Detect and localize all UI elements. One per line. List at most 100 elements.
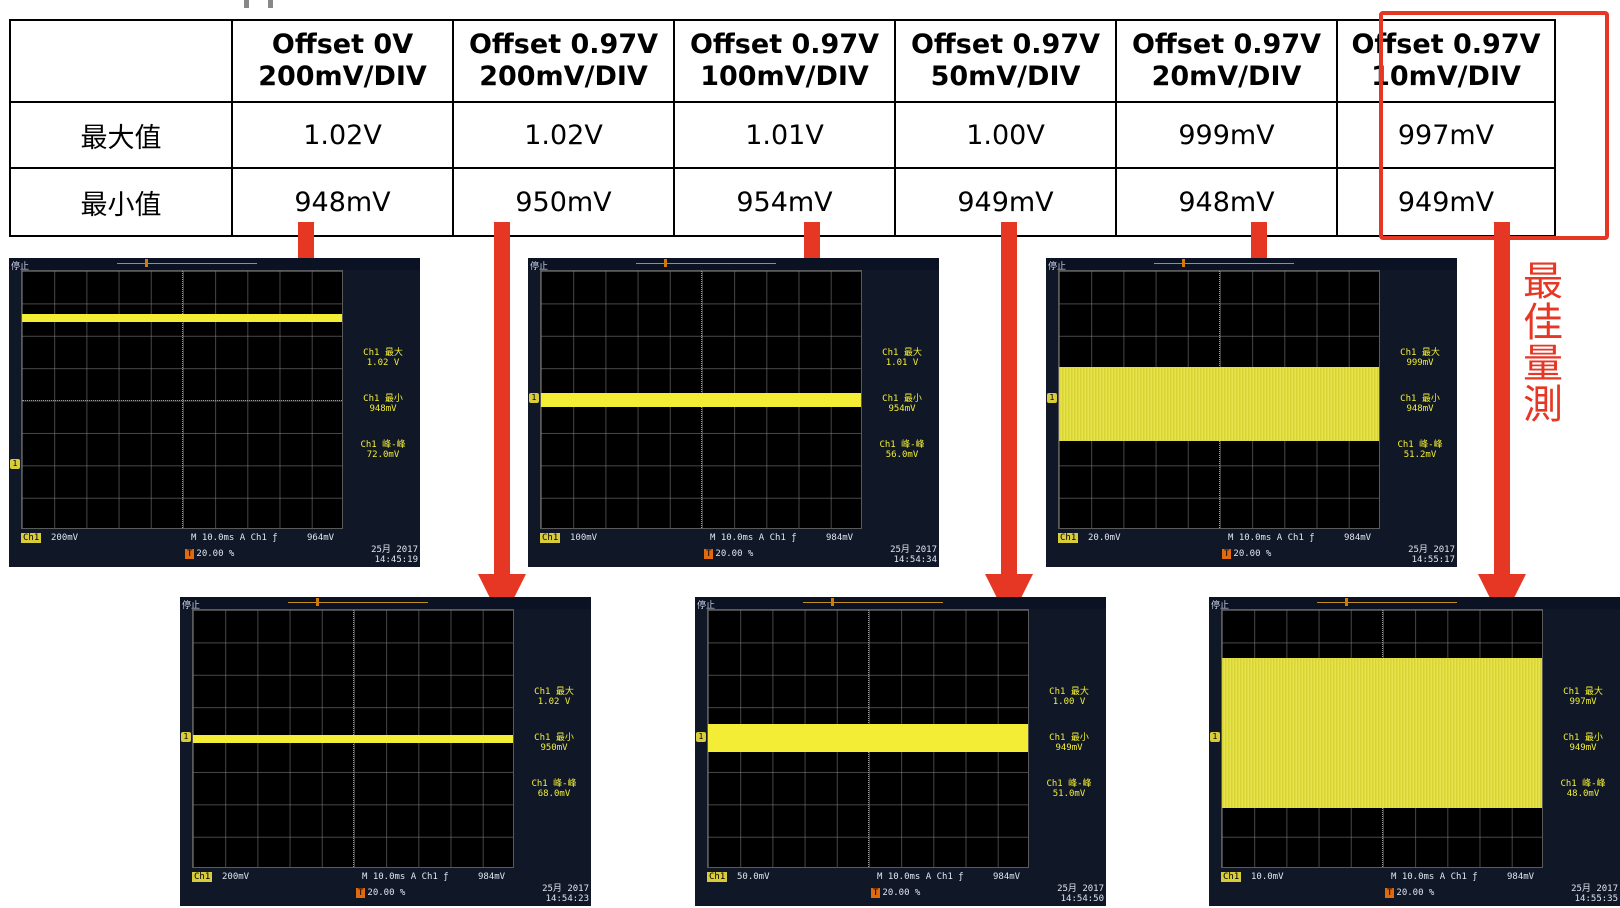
trigger-position: 20.00 % — [196, 549, 235, 559]
timebase-readout: M 10.0ms A Ch1 ƒ — [1228, 533, 1315, 543]
table-cell: 1.02V — [231, 101, 454, 169]
header-scale: 100mV/DIV — [700, 61, 869, 92]
scope-graticule — [540, 270, 862, 529]
volts-per-div: 20.0mV — [1088, 533, 1121, 543]
timebase-readout: M 10.0ms A Ch1 ƒ — [1391, 872, 1478, 882]
waveform-trace — [1059, 367, 1379, 441]
measure-pp-label: Ch1 峰-峰 — [1560, 779, 1606, 789]
capture-time: 14:45:19 — [374, 555, 418, 565]
channel-level-marker-icon: 1 — [1047, 393, 1057, 403]
header-offset: Offset 0.97V — [910, 29, 1101, 60]
measure-min-value: 950mV — [540, 743, 568, 753]
measure-min-value: 949mV — [1569, 743, 1597, 753]
table-cell: 949mV — [894, 167, 1117, 237]
channel-tag: Ch1 — [1221, 872, 1242, 882]
arrow-down-icon — [979, 222, 1039, 622]
measure-max-label: Ch1 最大 — [1563, 687, 1603, 697]
measure-min-label: Ch1 最小 — [363, 394, 403, 404]
table-header-row: Offset 0V 200mV/DIV Offset 0.97V 200mV/DIV… — [9, 19, 1556, 103]
trigger-level: 984mV — [478, 872, 506, 882]
table-cell: 949mV — [1336, 167, 1556, 237]
scope-graticule — [707, 609, 1029, 868]
column-header: Offset 0.97V 50mV/DIV — [894, 19, 1117, 103]
channel-tag: Ch1 — [21, 533, 42, 543]
header-offset: Offset 0.97V — [1131, 29, 1322, 60]
measure-pp-label: Ch1 峰-峰 — [1397, 440, 1443, 450]
measure-pp-value: 51.0mV — [1052, 789, 1086, 799]
trigger-position: 20.00 % — [1396, 888, 1435, 898]
stop-status: 停止 — [530, 262, 549, 272]
volts-per-div: 200mV — [222, 872, 250, 882]
table-cell: 950mV — [452, 167, 675, 237]
header-scale: 10mV/DIV — [1371, 61, 1521, 92]
measure-max-value: 997mV — [1569, 697, 1597, 707]
waveform-trace — [193, 735, 513, 743]
measure-max-label: Ch1 最大 — [1400, 348, 1440, 358]
measure-pp-label: Ch1 峰-峰 — [531, 779, 577, 789]
scope-graticule — [1058, 270, 1380, 529]
header-scale: 20mV/DIV — [1151, 61, 1302, 92]
table-cell: 1.00V — [894, 101, 1117, 169]
comparison-table: Offset 0V 200mV/DIV Offset 0.97V 200mV/DIV… — [9, 19, 1556, 237]
measure-min-value: 954mV — [888, 404, 916, 414]
channel-level-marker-icon: 1 — [696, 732, 706, 742]
measure-max-value: 1.00 V — [1052, 697, 1086, 707]
header-offset: Offset 0.97V — [689, 29, 880, 60]
capture-date: 25月 2017 — [371, 545, 418, 555]
measure-min-label: Ch1 最小 — [1563, 733, 1603, 743]
measure-pp-value: 72.0mV — [366, 450, 400, 460]
measure-min-label: Ch1 最小 — [1400, 394, 1440, 404]
arrow-down-icon — [472, 222, 532, 622]
table-cell: 954mV — [673, 167, 896, 237]
measure-pp-value: 56.0mV — [885, 450, 919, 460]
trigger-level: 984mV — [1507, 872, 1535, 882]
waveform-trace — [1222, 658, 1542, 808]
column-header: Offset 0.97V 100mV/DIV — [673, 19, 896, 103]
waveform-trace — [708, 724, 1028, 752]
measure-min-value: 948mV — [369, 404, 397, 414]
capture-time: 14:55:17 — [1411, 555, 1455, 565]
best-measurement-highlight — [1379, 11, 1609, 240]
stop-status: 停止 — [11, 262, 30, 272]
trigger-position: 20.00 % — [1233, 549, 1272, 559]
trigger-position: 20.00 % — [882, 888, 921, 898]
measure-min-label: Ch1 最小 — [1049, 733, 1089, 743]
capture-date: 25月 2017 — [542, 884, 589, 894]
waveform-trace — [541, 393, 861, 407]
volts-per-div: 50.0mV — [737, 872, 770, 882]
stop-status: 停止 — [697, 601, 716, 611]
measure-pp-value: 51.2mV — [1403, 450, 1437, 460]
column-header: Offset 0.97V 200mV/DIV — [452, 19, 675, 103]
row-label: 最大值 — [9, 101, 233, 169]
header-scale: 200mV/DIV — [479, 61, 648, 92]
header-scale: 50mV/DIV — [930, 61, 1081, 92]
measure-min-value: 949mV — [1055, 743, 1083, 753]
measure-max-value: 1.02 V — [366, 358, 400, 368]
timebase-readout: M 10.0ms A Ch1 ƒ — [710, 533, 797, 543]
measure-min-label: Ch1 最小 — [534, 733, 574, 743]
channel-tag: Ch1 — [540, 533, 561, 543]
best-measurement-label: 最佳量測 — [1523, 259, 1563, 428]
waveform-trace — [22, 314, 342, 322]
trigger-level: 964mV — [307, 533, 335, 543]
scope-graticule — [21, 270, 343, 529]
channel-level-marker-icon: 1 — [181, 732, 191, 742]
scope-graticule — [192, 609, 514, 868]
table-cell: 948mV — [1115, 167, 1338, 237]
capture-date: 25月 2017 — [890, 545, 937, 555]
measure-max-label: Ch1 最大 — [1049, 687, 1089, 697]
measure-min-value: 948mV — [1406, 404, 1434, 414]
channel-level-marker-icon: 1 — [1210, 732, 1220, 742]
row-label: 最小值 — [9, 167, 233, 237]
channel-tag: Ch1 — [192, 872, 213, 882]
stop-status: 停止 — [1048, 262, 1067, 272]
channel-tag: Ch1 — [1058, 533, 1079, 543]
capture-time: 14:54:50 — [1060, 894, 1104, 904]
volts-per-div: 100mV — [570, 533, 598, 543]
capture-time: 14:55:35 — [1574, 894, 1618, 904]
measure-max-label: Ch1 最大 — [363, 348, 403, 358]
capture-time: 14:54:23 — [545, 894, 589, 904]
